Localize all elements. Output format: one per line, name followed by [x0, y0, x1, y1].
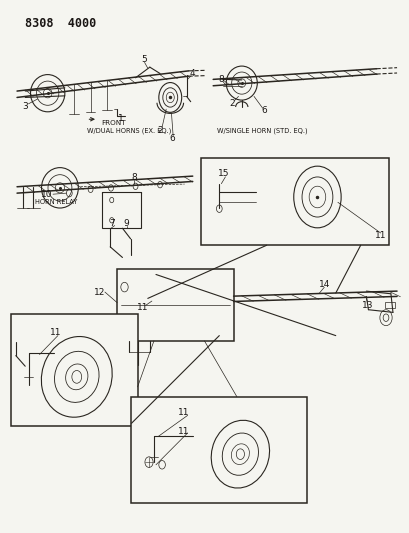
Text: FRONT: FRONT — [101, 120, 125, 126]
Text: 15: 15 — [217, 169, 229, 178]
Text: 4: 4 — [189, 69, 195, 78]
Text: 13: 13 — [361, 301, 373, 310]
Text: 12: 12 — [94, 287, 106, 296]
Text: 6: 6 — [261, 106, 267, 115]
Text: 11: 11 — [50, 328, 61, 337]
Text: 9: 9 — [124, 219, 129, 228]
Text: W/DUAL HORNS (EX. EQ.): W/DUAL HORNS (EX. EQ.) — [86, 128, 171, 134]
Text: 11: 11 — [178, 408, 189, 417]
Text: 11: 11 — [374, 231, 386, 240]
Text: 7: 7 — [109, 219, 115, 228]
Text: 6: 6 — [169, 134, 175, 143]
Text: 8308  4000: 8308 4000 — [25, 17, 96, 30]
Bar — [200, 158, 388, 245]
Text: 2: 2 — [157, 126, 162, 135]
Text: 11: 11 — [178, 427, 189, 436]
Text: 5: 5 — [141, 55, 147, 64]
Text: 11: 11 — [137, 303, 148, 312]
Text: 3: 3 — [22, 102, 28, 111]
Text: 8: 8 — [218, 75, 224, 84]
Bar — [117, 269, 233, 341]
Text: 10: 10 — [41, 190, 52, 199]
Text: HORN RELAY: HORN RELAY — [35, 199, 78, 205]
Text: 1: 1 — [118, 114, 124, 123]
Bar — [11, 314, 137, 426]
Text: 14: 14 — [318, 280, 329, 289]
Text: 8: 8 — [131, 173, 137, 182]
Bar — [131, 397, 306, 503]
Bar — [102, 192, 141, 228]
Bar — [384, 302, 394, 308]
Text: 2: 2 — [229, 99, 235, 108]
Text: W/SINGLE HORN (STD. EQ.): W/SINGLE HORN (STD. EQ.) — [217, 127, 307, 134]
